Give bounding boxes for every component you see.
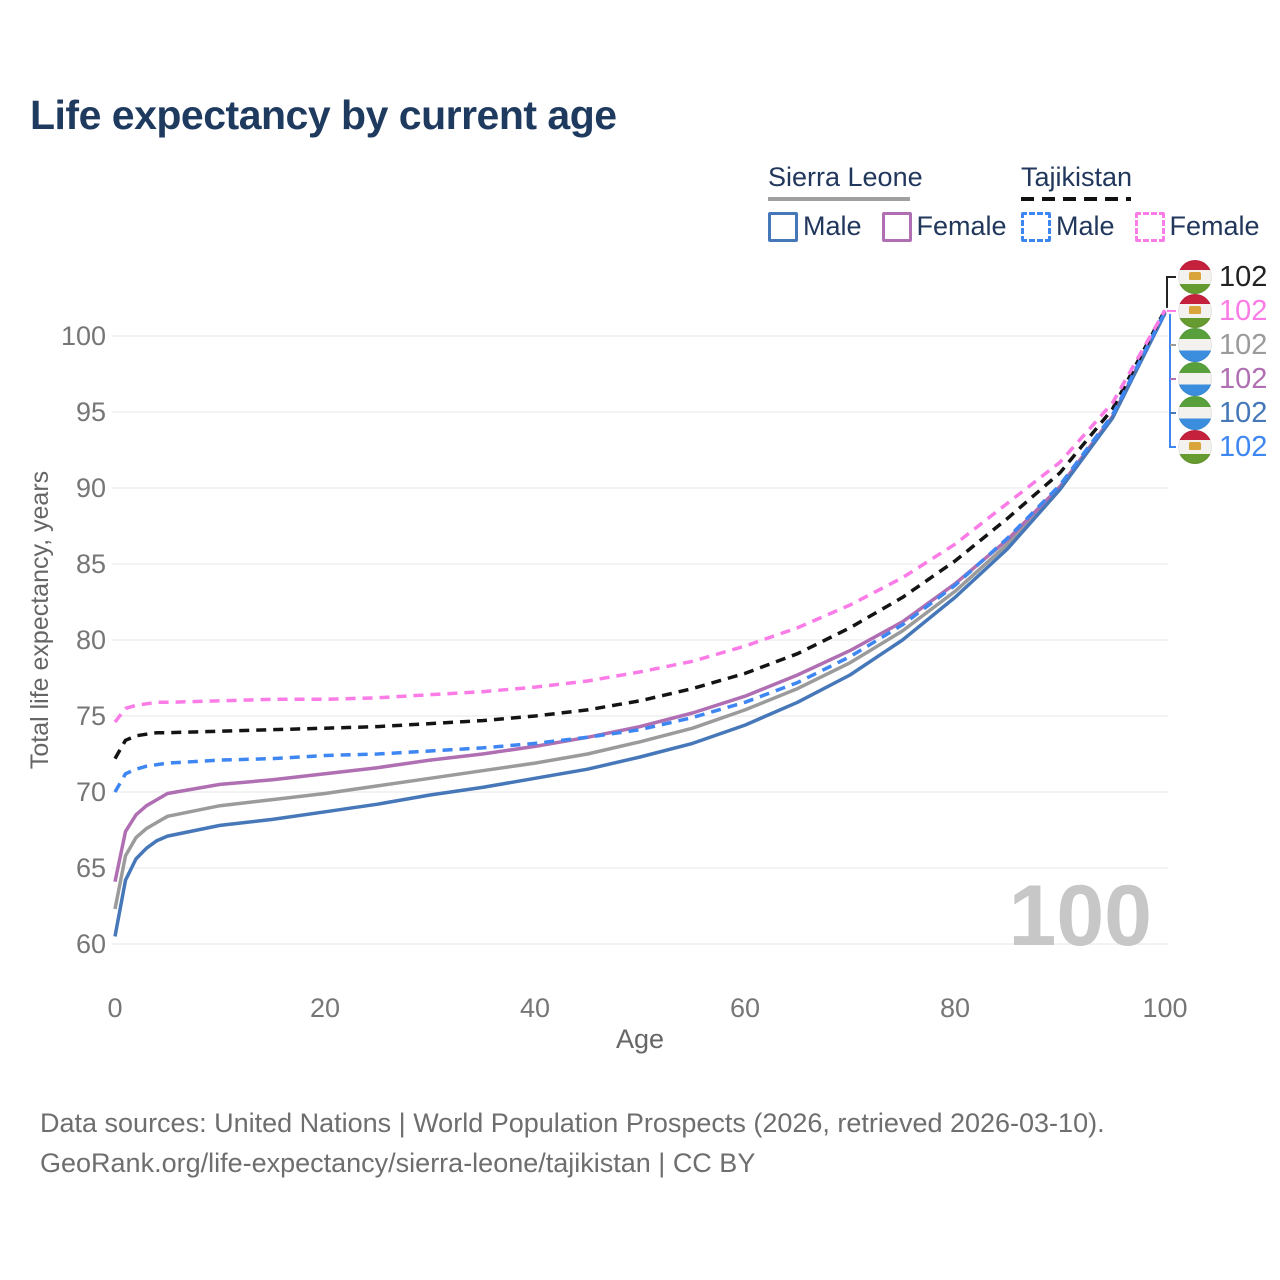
legend-swatch-sierra-leone-female[interactable]: [881, 211, 912, 242]
leader-tajikistan-total: [1166, 276, 1176, 308]
x-tick-20: 20: [310, 993, 340, 1023]
end-label-row-sierra-leone-total: 102: [1178, 328, 1267, 362]
life-expectancy-chart: 60 65 70 75 80 85 90 95 100 0 20 40 60 80 100 Age Total …: [26, 276, 1188, 1054]
leader-tajikistan-male: [1169, 313, 1176, 448]
y-tick-75: 75: [76, 701, 106, 731]
sierra-leone-flag-icon: [1178, 362, 1212, 396]
y-axis-title: Total life expectancy, years: [26, 471, 54, 769]
end-label-row-tajikistan-female: 102: [1178, 294, 1267, 328]
y-tick-70: 70: [76, 777, 106, 807]
legend-swatch-tajikistan-male[interactable]: [1021, 211, 1051, 242]
tajikistan-crown-emblem: [1189, 441, 1201, 450]
end-label-row-tajikistan-male: 102: [1178, 430, 1267, 464]
y-tick-60: 60: [76, 929, 106, 959]
end-value-sierra-leone-total: 102: [1219, 329, 1268, 361]
y-tick-90: 90: [76, 473, 106, 503]
series-line-sierra-leone-male[interactable]: [113, 312, 1167, 937]
legend-label-sierra-leone-female[interactable]: Female: [916, 211, 1007, 241]
data-source-text: Data sources: United Nations | World Pop…: [40, 1108, 1105, 1138]
legend-group-tajikistan: Tajikistan Male Female: [1021, 162, 1260, 242]
end-label-row-sierra-leone-female: 102: [1178, 362, 1267, 396]
series-line-tajikistan-male[interactable]: [113, 310, 1167, 793]
watermark-age-readout: 100: [1009, 868, 1153, 964]
legend-label-tajikistan-male[interactable]: Male: [1056, 211, 1115, 241]
tajikistan-flag-icon: [1178, 430, 1212, 464]
x-tick-100: 100: [1142, 993, 1187, 1023]
page-title: Life expectancy by current age: [30, 92, 617, 138]
legend-line-sample-dashed: [1021, 197, 1131, 201]
legend-swatch-sierra-leone-male[interactable]: [768, 211, 798, 242]
legend-line-sample-solid: [768, 197, 910, 201]
legend-country-tajikistan: Tajikistan: [1021, 162, 1133, 192]
y-tick-95: 95: [76, 397, 106, 427]
legend-country-sierra-leone: Sierra Leone: [768, 162, 923, 192]
attribution-link-text: GeoRank.org/life-expectancy/sierra-leone…: [40, 1148, 756, 1178]
x-tick-40: 40: [520, 993, 550, 1023]
legend-group-sierra-leone: Sierra Leone Male Female: [768, 162, 1007, 242]
end-label-row-tajikistan-total: 102: [1178, 260, 1267, 294]
series-line-sierra-leone-female[interactable]: [113, 310, 1167, 883]
series-line-sierra-leone-total[interactable]: [113, 310, 1167, 910]
x-tick-80: 80: [940, 993, 970, 1023]
y-tick-100: 100: [61, 321, 106, 351]
x-tick-0: 0: [107, 993, 122, 1023]
end-value-tajikistan-total: 102: [1219, 261, 1268, 293]
tajikistan-flag-icon: [1178, 294, 1212, 328]
sierra-leone-flag-icon: [1178, 396, 1212, 430]
end-label-row-sierra-leone-male: 102: [1178, 396, 1267, 430]
legend-swatch-tajikistan-female[interactable]: [1134, 211, 1165, 242]
end-value-tajikistan-female: 102: [1219, 295, 1268, 327]
end-value-sierra-leone-female: 102: [1219, 363, 1268, 395]
end-value-tajikistan-male: 102: [1219, 431, 1268, 463]
x-tick-60: 60: [730, 993, 760, 1023]
tajikistan-crown-emblem: [1189, 305, 1201, 314]
series-line-tajikistan-total[interactable]: [113, 309, 1167, 760]
x-axis-title: Age: [616, 1024, 664, 1054]
legend-label-sierra-leone-male[interactable]: Male: [803, 211, 862, 241]
series-line-tajikistan-female[interactable]: [113, 309, 1167, 724]
legend-label-tajikistan-female[interactable]: Female: [1169, 211, 1260, 241]
tajikistan-crown-emblem: [1189, 271, 1201, 280]
y-tick-85: 85: [76, 549, 106, 579]
y-tick-65: 65: [76, 853, 106, 883]
tajikistan-flag-icon: [1178, 260, 1212, 294]
end-value-sierra-leone-male: 102: [1219, 397, 1268, 429]
sierra-leone-flag-icon: [1178, 328, 1212, 362]
y-tick-80: 80: [76, 625, 106, 655]
